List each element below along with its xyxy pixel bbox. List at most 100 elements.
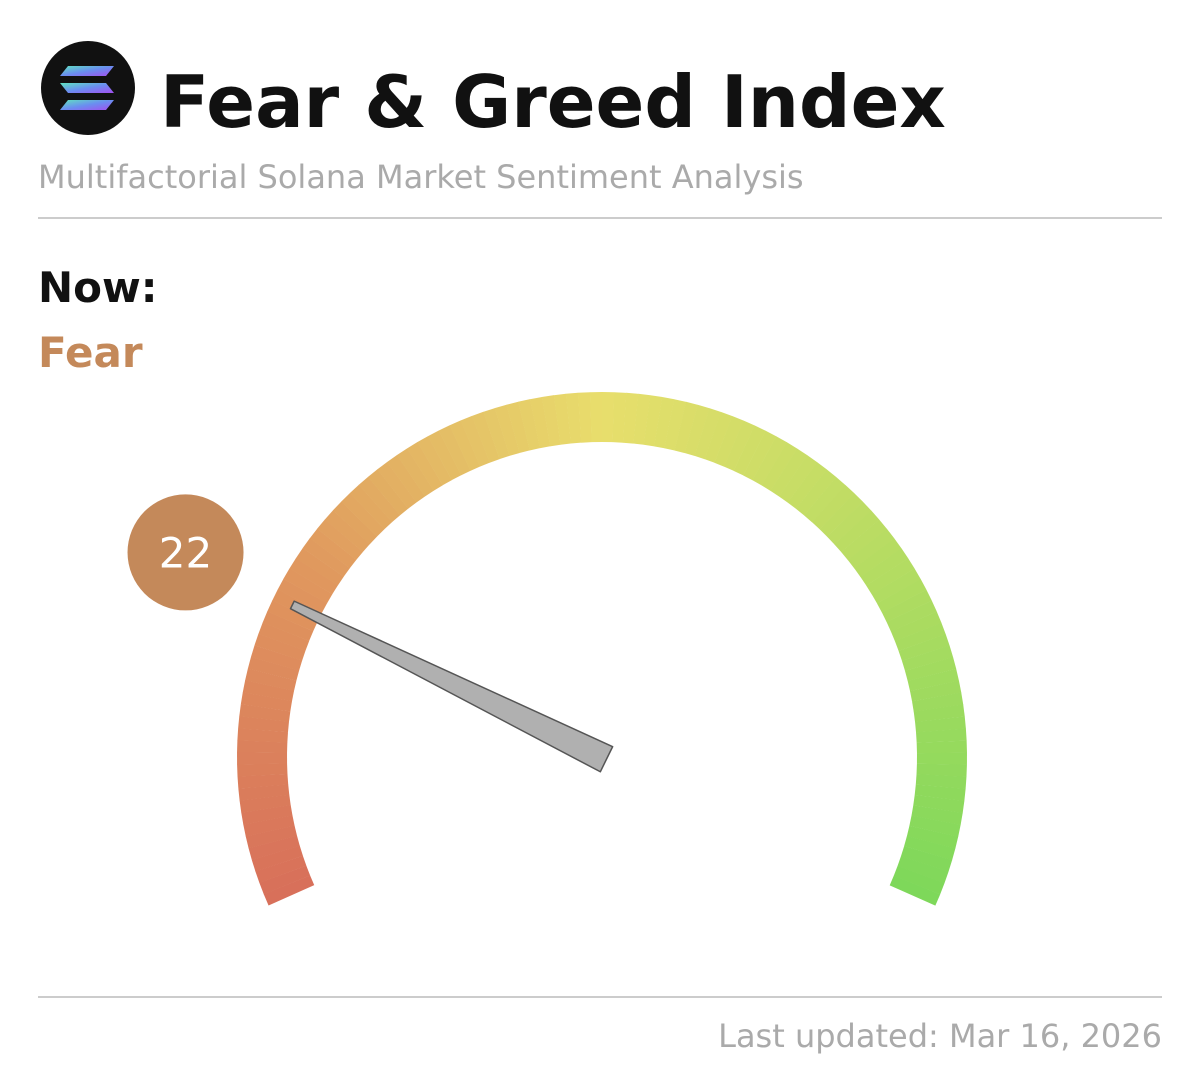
gauge-segment [239,704,291,722]
gauge-segment [779,455,818,503]
now-label: Now: [38,263,158,312]
gauge-segment [714,416,744,467]
gauge-segment [733,425,766,476]
gauge-segment [332,501,378,545]
gauge-segment [897,855,949,884]
gauge-segment [241,804,293,825]
gauge-segment [811,484,855,530]
logo [41,41,135,135]
gauge-segment [267,600,318,632]
gauge-segment [643,395,663,447]
footer: Last updated: Mar 16, 2026 [718,1017,1162,1055]
gauge-segment [911,805,963,826]
gauge-segment [841,519,888,561]
status: Fear [38,328,143,377]
gauge-segment [916,763,967,777]
gauge-segment [565,392,582,444]
needle [289,600,614,773]
gauge-segment [704,411,733,463]
gauge-segment [724,420,755,471]
gauge-segment [553,393,571,445]
gauge-segment [761,442,798,491]
gauge-segment [309,528,357,569]
gauge-segment [247,656,300,681]
gauge-segment [871,568,921,604]
gauge-segment [890,611,942,642]
gauge-segment [916,740,967,754]
gauge-segment [259,865,311,895]
gauge-segment [406,442,443,491]
gauge-segment [471,411,500,463]
gauge-segment [483,408,510,460]
gauge-segment [238,716,289,733]
gauge-segment [904,835,956,861]
gauge-segment [417,436,452,486]
gauge-segment [602,392,615,443]
gauge-segment [243,815,295,837]
gauge-segment [386,454,426,503]
gauge-segment [242,680,295,702]
gauge-segment [906,825,959,849]
gauge-segment [349,484,393,530]
gauge-segment [589,392,603,443]
gauge-segment [427,430,462,481]
gauge-segment [577,392,592,443]
gauge-segment [529,396,551,449]
gauge-segment [847,528,895,569]
gauge-segment [377,461,417,509]
gauge-segment [876,578,927,613]
gauge-segment [367,469,409,516]
gauge-segment [915,716,966,733]
value-label: 22 [159,528,212,577]
gauge-segment [289,558,338,595]
gauge-segment [819,493,863,537]
gauge-segment [860,548,909,586]
gauge-segment [250,645,303,671]
gauge-segment [277,578,328,613]
gauge-segment [770,448,808,497]
gauge-segment [245,825,298,849]
gauge-segment [251,845,303,872]
gauge-segment [904,657,957,681]
gauge-segment [834,510,880,553]
gauge-segment [237,773,289,789]
gauge-segment [894,622,946,652]
gauge-segment [909,815,961,837]
gauge-segment [248,835,300,861]
gauge-segment [317,519,363,561]
gauge-segment [302,538,350,577]
gauge-segment [912,692,964,712]
gauge-segment [237,763,288,777]
gauge-segment [916,752,967,765]
gauge-segment [684,404,710,456]
gauge: 22 [127,392,967,906]
value-badge [127,494,244,611]
gauge-segment [854,538,902,577]
gauge-segment [795,469,837,516]
gauge-segment [907,668,959,692]
gauge-segment [494,404,520,456]
gauge-segment [238,784,290,801]
gauge-segment [283,568,333,604]
gauge-segment [915,774,967,790]
title: Fear & Greed Index [160,60,946,144]
gauge-segment [787,462,827,509]
gauge-segment [881,589,932,623]
subtitle: Multifactorial Solana Market Sentiment A… [38,158,804,196]
gauge-segment [262,611,314,642]
gauge-segment [541,395,561,447]
gauge-segment [612,392,627,443]
gauge-segment [237,728,288,743]
gauge-segment [901,645,954,671]
gauge-segment [664,399,687,451]
gauge-segment [633,393,651,445]
gauge-segment [694,408,722,460]
gauge-segment [254,633,306,661]
gauge-segment [460,415,490,467]
gauge-segment [237,740,288,754]
gauge-segment [886,600,937,632]
gauge-segment [653,397,675,449]
gauge-segment [255,855,307,884]
gauge-segment [743,430,777,481]
